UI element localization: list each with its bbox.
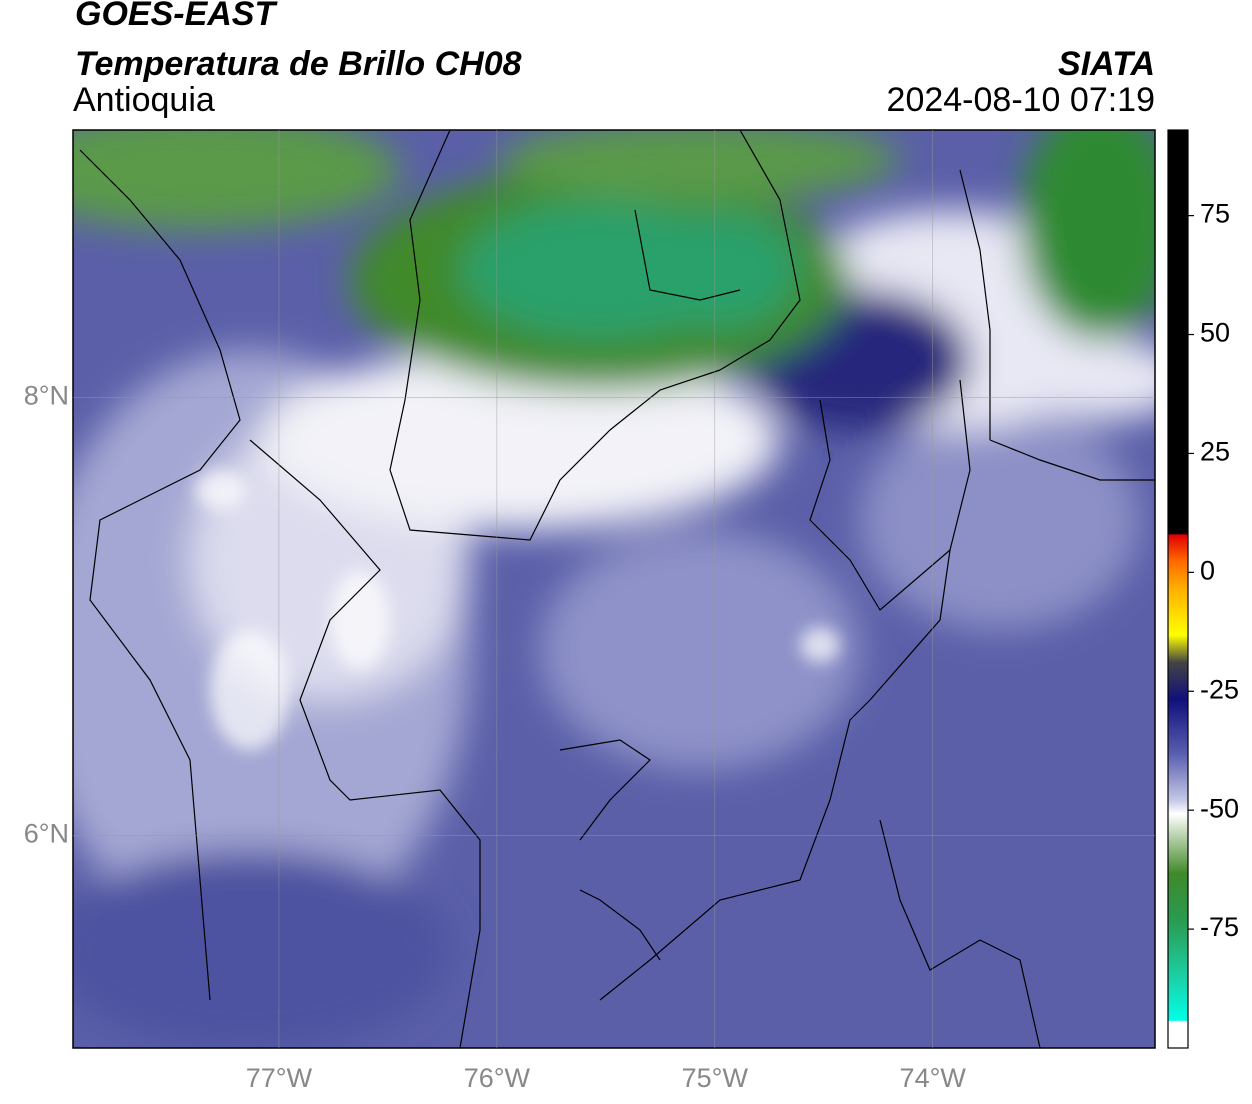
map-frame	[72, 129, 1156, 1049]
colorbar-tick-label: 25	[1200, 437, 1230, 467]
colorbar-tick-label: 75	[1200, 199, 1230, 229]
subtitle: Temperatura de Brillo CH08	[75, 45, 522, 83]
satellite-image	[73, 130, 1155, 1048]
colorbar-tick-label: 0	[1200, 555, 1215, 585]
region: Antioquia	[73, 81, 215, 119]
x-tick-label: 77°W	[246, 1063, 313, 1093]
title: GOES-EAST	[75, 0, 278, 33]
colorbar-tick-label: -75	[1200, 912, 1239, 942]
y-tick-label: 6°N	[24, 819, 69, 849]
x-tick-label: 76°W	[464, 1063, 531, 1093]
colorbar-tick-label: 50	[1200, 318, 1230, 348]
colorbar-tick-label: -25	[1200, 674, 1239, 704]
y-tick-label: 8°N	[24, 380, 69, 410]
datetime: 2024-08-10 07:19	[887, 81, 1155, 119]
colorbar	[1167, 129, 1189, 1049]
source: SIATA	[1058, 45, 1155, 83]
x-tick-label: 75°W	[682, 1063, 749, 1093]
colorbar-tick-label: -50	[1200, 793, 1239, 823]
x-tick-label: 74°W	[900, 1063, 967, 1093]
